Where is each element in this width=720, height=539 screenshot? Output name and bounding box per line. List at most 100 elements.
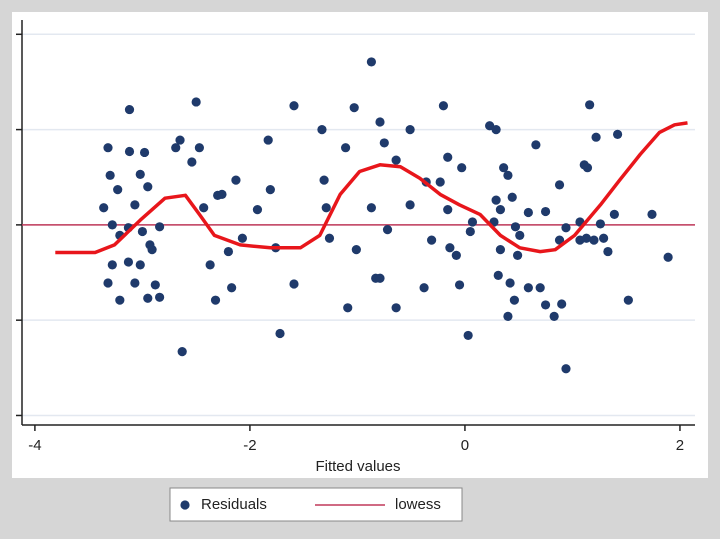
point [595, 219, 605, 229]
point [263, 135, 273, 145]
point [237, 233, 247, 243]
point [505, 278, 515, 288]
x-tick-label: -2 [243, 437, 256, 454]
x-tick-label: 0 [461, 437, 469, 454]
point [231, 175, 241, 185]
point [130, 200, 140, 210]
point [107, 260, 117, 270]
point [199, 203, 209, 213]
point [375, 117, 385, 127]
point [135, 169, 145, 179]
point [223, 246, 234, 257]
point [319, 175, 329, 185]
point [147, 245, 157, 255]
point [491, 195, 501, 205]
point [493, 270, 503, 280]
lowess-line [55, 121, 688, 255]
point [130, 278, 140, 288]
point [663, 252, 673, 262]
point [375, 273, 385, 283]
point [103, 278, 113, 288]
point [137, 226, 148, 237]
point [171, 143, 181, 153]
point [599, 233, 609, 243]
point [463, 330, 473, 341]
plot-background [12, 12, 708, 478]
point [523, 283, 533, 293]
point [507, 192, 517, 202]
point [252, 205, 263, 215]
legend-symbol [180, 500, 190, 510]
x-tick-label: -4 [28, 437, 41, 454]
point [289, 101, 299, 111]
point [435, 177, 445, 187]
point [427, 235, 437, 245]
point [582, 163, 593, 173]
legend-label: Residuals [201, 496, 267, 513]
point [495, 205, 506, 215]
point [124, 104, 135, 115]
point [382, 225, 393, 235]
point [451, 250, 461, 260]
point [443, 205, 453, 215]
point [495, 245, 506, 255]
point [155, 222, 165, 232]
point [275, 328, 285, 339]
point [105, 170, 115, 180]
point [549, 311, 559, 321]
point [150, 280, 160, 290]
point [540, 300, 551, 310]
point [103, 143, 113, 153]
point [366, 203, 377, 213]
point [623, 295, 633, 305]
point [443, 152, 453, 162]
point [467, 217, 478, 227]
point [123, 257, 134, 267]
point [265, 185, 275, 195]
point [647, 209, 657, 219]
point [177, 347, 187, 357]
point [465, 226, 475, 237]
point [445, 243, 455, 253]
point [557, 299, 567, 309]
point [457, 163, 467, 173]
point [585, 100, 595, 110]
point [324, 233, 335, 243]
legend-label: lowess [395, 496, 441, 513]
point [227, 283, 237, 293]
point [531, 140, 541, 150]
point [612, 129, 623, 139]
point [491, 124, 501, 135]
point [589, 235, 599, 245]
point [509, 295, 519, 305]
point [405, 124, 415, 135]
point [575, 235, 585, 245]
point [210, 295, 221, 305]
point [609, 209, 619, 219]
point [194, 143, 204, 153]
point [379, 138, 389, 148]
point [343, 303, 353, 313]
point [554, 235, 565, 245]
legend [169, 487, 463, 522]
point [535, 283, 545, 293]
point [115, 295, 125, 305]
point [143, 293, 153, 303]
point [191, 97, 201, 107]
point [523, 207, 533, 218]
point [510, 222, 521, 232]
point [513, 250, 523, 260]
point [217, 189, 227, 199]
point [107, 220, 117, 230]
point [99, 203, 109, 213]
point [205, 260, 215, 270]
point [405, 200, 415, 210]
point [561, 223, 571, 233]
point [499, 163, 509, 173]
point [349, 103, 359, 113]
x-tick-label: 2 [676, 437, 684, 454]
point [591, 132, 601, 142]
point [321, 203, 331, 213]
point [289, 279, 299, 289]
